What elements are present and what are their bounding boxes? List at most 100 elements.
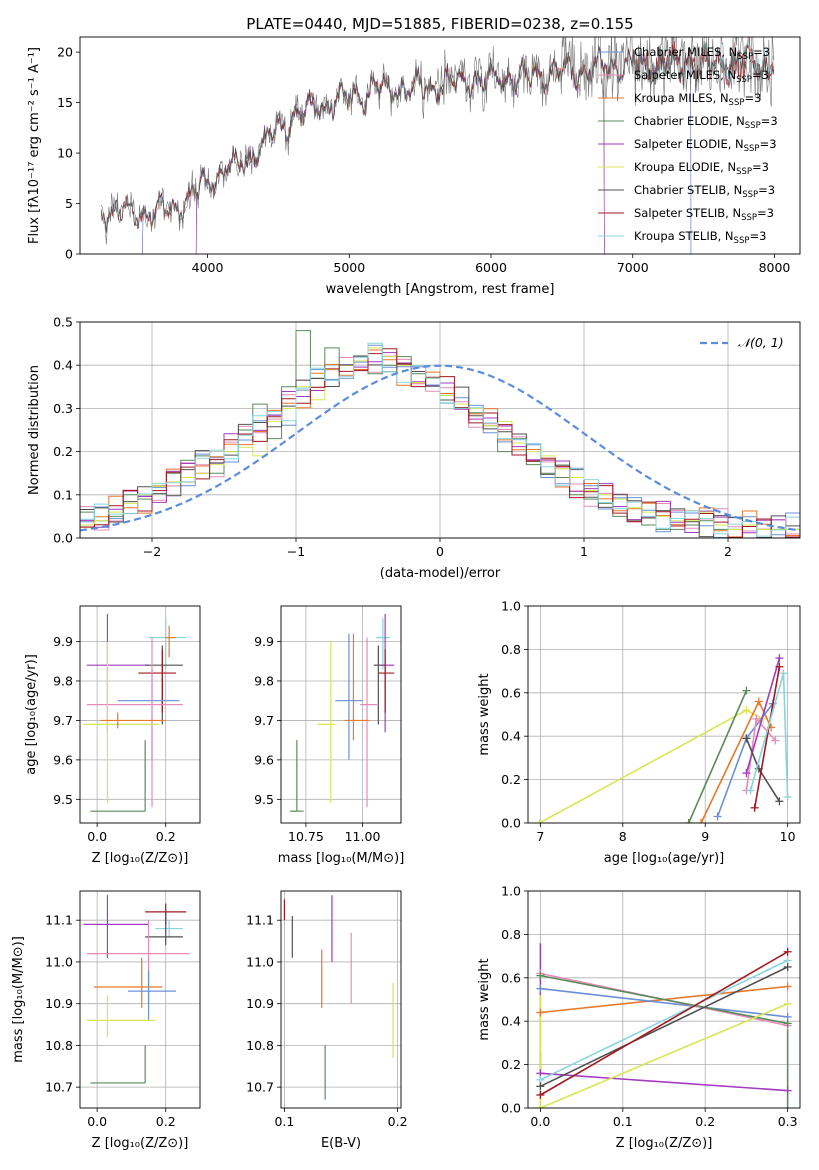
- legend-entry: Kroupa STELIB, NSSP=3: [634, 229, 766, 246]
- legend-entry: Chabrier MILES, NSSP=3: [634, 45, 770, 62]
- y-tick-label: 5: [65, 196, 73, 211]
- y-tick-label: 10.9: [246, 996, 274, 1011]
- weight-line: [540, 959, 788, 1081]
- x-axis-label: E(B-V): [321, 1136, 361, 1151]
- x-tick-label: 1: [580, 544, 588, 559]
- y-axis-label: age [log₁₀(age/yr)]: [24, 654, 39, 775]
- x-axis-label: Z [log₁₀(Z/Z⊙)]: [616, 1136, 713, 1151]
- legend-entry: 𝒩(0, 1): [738, 335, 784, 350]
- y-tick-label: 11.1: [246, 913, 274, 928]
- model-spectrum-line: [101, 40, 775, 233]
- y-tick-label: 11.0: [246, 954, 274, 969]
- residual-histogram-series: [80, 342, 800, 538]
- y-tick-label: 0.0: [501, 1101, 521, 1116]
- plot-area: [283, 895, 394, 1100]
- y-tick-label: 9.8: [254, 673, 274, 688]
- x-tick-label: 0.2: [156, 1114, 176, 1129]
- y-tick-label: 11.0: [45, 954, 73, 969]
- y-tick-label: 10.7: [45, 1080, 73, 1095]
- x-tick-label: 8: [619, 829, 627, 844]
- axes-frame: [280, 605, 402, 824]
- y-tick-label: 0.0: [501, 816, 521, 831]
- y-tick-label: 1.0: [501, 599, 521, 614]
- x-tick-label: 0.0: [87, 1114, 107, 1129]
- y-tick-label: 0.0: [53, 531, 73, 546]
- y-tick-label: 20: [57, 45, 73, 60]
- y-tick-label: 9.7: [53, 713, 73, 728]
- model-spectrum-line: [101, 37, 775, 234]
- mass-vs-metallicity-panel: 0.0 0.2 10.7 10.8 10.9 11.0 11.1 Z [log₁₀(Z/Z⊙)…: [11, 890, 201, 1151]
- y-tick-label: 0.3: [53, 401, 73, 416]
- x-tick-label: 9: [701, 829, 709, 844]
- plot-area: [535, 654, 792, 823]
- x-axis-label: mass [log₁₀(M/M⊙)]: [278, 851, 405, 866]
- y-tick-label: 0.4: [501, 1014, 521, 1029]
- spectrum-panel: 4000 5000 6000 7000 8000 0 5 10 15 20 wavelength […: [27, 36, 801, 297]
- x-axis-label: wavelength [Angstrom, rest frame]: [326, 282, 555, 297]
- y-tick-label: 9.6: [254, 752, 274, 767]
- y-tick-label: 9.6: [53, 752, 73, 767]
- legend-entry: Salpeter STELIB, NSSP=3: [634, 206, 774, 223]
- x-tick-label: 10.75: [288, 829, 324, 844]
- x-tick-label: 0.0: [87, 829, 107, 844]
- x-tick-label: 5000: [333, 260, 365, 275]
- y-tick-label: 0.8: [501, 642, 521, 657]
- weight-line: [539, 951, 789, 1096]
- weight-line: [540, 1072, 788, 1092]
- y-tick-label: 0.1: [53, 487, 73, 502]
- normal-distribution-curve: [80, 364, 800, 532]
- x-tick-label: 0.1: [274, 1114, 294, 1129]
- y-tick-label: 10: [57, 146, 73, 161]
- plot-area: [290, 613, 395, 812]
- y-axis-label: Normed distribution: [27, 365, 42, 495]
- x-axis-label: Z [log₁₀(Z/Z⊙)]: [92, 851, 189, 866]
- y-tick-label: 0.6: [501, 685, 521, 700]
- x-tick-label: 8000: [759, 260, 791, 275]
- observed-spectrum-line: [101, 37, 775, 245]
- x-tick-label: 4000: [192, 260, 224, 275]
- y-tick-label: 9.8: [53, 673, 73, 688]
- y-tick-label: 0: [65, 247, 73, 262]
- y-tick-label: 0.8: [501, 927, 521, 942]
- x-tick-label: 0.2: [695, 1114, 715, 1129]
- axes-frame: [527, 890, 801, 1109]
- x-tick-label: 2: [724, 544, 732, 559]
- weight-line: [753, 666, 781, 808]
- x-tick-label: 0.2: [388, 1114, 408, 1129]
- y-axis-label: mass [log₁₀(M/M⊙)]: [11, 936, 26, 1063]
- weight-line: [540, 966, 788, 1088]
- model-spectrum-line: [101, 37, 775, 233]
- weight-line: [540, 1003, 788, 1108]
- mass-vs-extinction-panel: 0.1 0.2 10.7 10.8 10.9 11.0 11.1 E(B-V): [246, 890, 408, 1151]
- y-tick-label: 10.7: [246, 1080, 274, 1095]
- x-tick-label: 10: [780, 829, 796, 844]
- weight-line: [687, 690, 748, 823]
- legend-entry: Kroupa ELODIE, NSSP=3: [634, 160, 769, 177]
- x-axis-label: Z [log₁₀(Z/Z⊙)]: [92, 1136, 189, 1151]
- x-tick-label: 7: [536, 829, 544, 844]
- x-tick-label: −1: [287, 544, 305, 559]
- axes-frame: [280, 890, 402, 1109]
- y-tick-label: 9.7: [254, 713, 274, 728]
- y-tick-label: 9.9: [53, 634, 73, 649]
- x-tick-label: 0.2: [156, 829, 176, 844]
- y-tick-label: 10.9: [45, 996, 73, 1011]
- y-tick-label: 0.5: [53, 315, 73, 330]
- legend-entry: Salpeter ELODIE, NSSP=3: [634, 137, 777, 154]
- weight-line: [540, 974, 788, 1025]
- x-tick-label: 7000: [617, 260, 649, 275]
- y-tick-label: 0.2: [501, 772, 521, 787]
- mass-weight-vs-age-panel: 7 8 9 10 0.0 0.2 0.4 0.6 0.8 1.0 age [log₁₀(age/yr…: [477, 599, 801, 866]
- mass-weight-vs-metallicity-panel: 0.0 0.1 0.2 0.3 0.0 0.2 0.4 0.6 0.8 1.0 Z [log₁₀(Z…: [477, 884, 801, 1151]
- legend-entry: Chabrier STELIB, NSSP=3: [634, 183, 775, 200]
- plot-area: [101, 37, 775, 254]
- plot-area: [83, 895, 190, 1084]
- y-tick-label: 15: [57, 95, 73, 110]
- legend-entry: Salpeter MILES, NSSP=3: [634, 68, 769, 85]
- age-vs-mass-panel: 10.75 11.00 9.5 9.6 9.7 9.8 9.9 mass [log₁₀(M/M…: [254, 605, 405, 866]
- figure-title: PLATE=0440, MJD=51885, FIBERID=0238, z=0…: [246, 15, 633, 33]
- plot-area: [536, 943, 792, 1108]
- y-tick-label: 0.2: [501, 1057, 521, 1072]
- x-tick-label: 6000: [475, 260, 507, 275]
